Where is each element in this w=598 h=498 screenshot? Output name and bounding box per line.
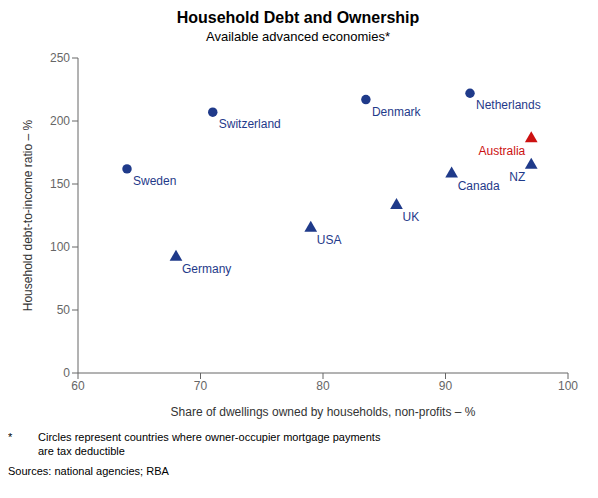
svg-text:0: 0 [63, 366, 70, 380]
svg-text:UK: UK [403, 210, 420, 224]
svg-text:Sweden: Sweden [133, 174, 176, 188]
svg-text:Germany: Germany [182, 262, 231, 276]
svg-text:Netherlands: Netherlands [476, 98, 541, 112]
svg-text:250: 250 [50, 51, 70, 65]
html-text:Circles represent countries wh: Circles represent countries where owner-… [38, 431, 381, 457]
svg-text:80: 80 [316, 379, 330, 393]
svg-text:100: 100 [558, 379, 578, 393]
html-text:Household Debt and Ownership: Household Debt and Ownership [176, 9, 420, 26]
svg-text:Share of dwellings owned by ho: Share of dwellings owned by households, … [171, 405, 476, 419]
svg-text:100: 100 [50, 240, 70, 254]
svg-text:Australia: Australia [479, 144, 526, 158]
svg-text:Canada: Canada [458, 179, 500, 193]
html-text:Sources: national agencies; RB: Sources: national agencies; RBA [8, 465, 169, 477]
svg-text:Denmark: Denmark [372, 105, 422, 119]
svg-text:60: 60 [71, 379, 85, 393]
svg-text:Switzerland: Switzerland [219, 117, 281, 131]
svg-text:NZ: NZ [509, 170, 525, 184]
svg-text:150: 150 [50, 177, 70, 191]
svg-text:50: 50 [57, 303, 71, 317]
svg-text:USA: USA [317, 233, 342, 247]
svg-text:90: 90 [439, 379, 453, 393]
svg-text:Household debt-to-income ratio: Household debt-to-income ratio – % [21, 119, 35, 311]
svg-text:70: 70 [194, 379, 208, 393]
svg-text:200: 200 [50, 114, 70, 128]
html-text:Available advanced economies*: Available advanced economies* [206, 29, 390, 44]
